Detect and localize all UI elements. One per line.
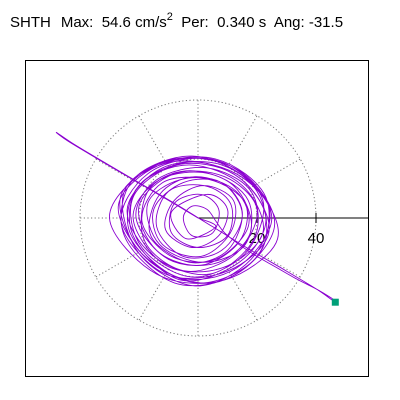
trace-series-0 — [55, 131, 339, 304]
marker-layer — [331, 298, 339, 306]
max-unit-power: 2 — [166, 11, 173, 23]
max-unit: cm/s — [135, 14, 167, 31]
peak-marker — [331, 298, 339, 306]
grid-spoke-30 — [248, 158, 301, 189]
per-label: Per: — [181, 14, 209, 31]
grid-spoke-330 — [248, 247, 301, 278]
ang-label: Ang: — [273, 14, 305, 31]
trace-layer — [55, 131, 339, 304]
grid-spoke-150 — [95, 158, 148, 189]
max-label: Max: — [60, 14, 94, 31]
grid-spoke-210 — [95, 247, 148, 278]
grid-spoke-300 — [227, 268, 258, 321]
ang-value: -31.5 — [308, 14, 344, 31]
chart-title: SHTH Max: 54.6 cm/s2 Per: 0.340 s Ang: -3… — [10, 11, 344, 32]
axis-tick-label-40: 40 — [308, 230, 325, 247]
station-code: SHTH — [10, 14, 51, 31]
grid-spoke-240 — [138, 268, 169, 321]
grid-spoke-120 — [138, 115, 169, 168]
max-value: 54.6 — [101, 14, 131, 31]
grid-spoke-60 — [227, 115, 258, 168]
per-value: 0.340 s — [217, 14, 267, 31]
